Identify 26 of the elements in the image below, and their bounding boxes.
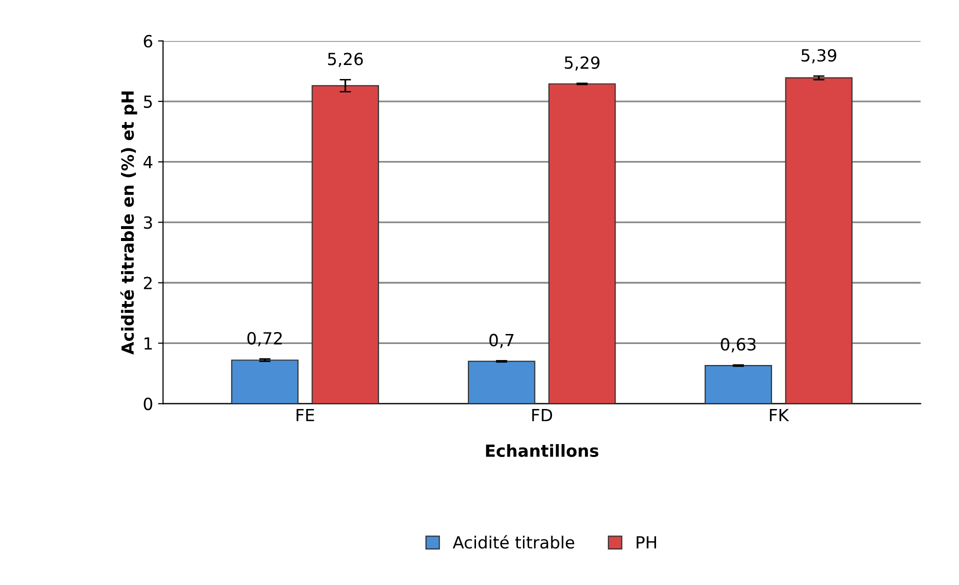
data-label: 5,26 xyxy=(328,52,363,67)
y-tick-label: 3 xyxy=(144,216,152,229)
bar xyxy=(704,365,772,404)
data-label: 0,7 xyxy=(489,334,514,348)
y-axis-title: Acidité titrable en (%) et pH xyxy=(120,91,138,355)
data-label: 5,29 xyxy=(564,56,600,71)
bar xyxy=(231,360,299,404)
x-tick-label: FE xyxy=(296,409,314,422)
x-tick-label: FD xyxy=(532,409,552,422)
y-tick-label: 1 xyxy=(144,337,152,350)
x-tick-label: FK xyxy=(770,409,790,422)
bar xyxy=(312,85,380,404)
legend-label: Acidité titrable xyxy=(452,535,574,549)
x-axis-title: Echantillons xyxy=(486,444,598,457)
y-tick-label: 2 xyxy=(144,276,152,290)
data-label: 0,72 xyxy=(247,332,282,346)
y-tick-label: 4 xyxy=(144,156,152,168)
bar xyxy=(548,83,616,404)
y-tick-label: 0 xyxy=(144,398,152,410)
bar xyxy=(468,360,536,404)
data-label: 5,39 xyxy=(802,49,836,64)
y-tick-label: 6 xyxy=(144,34,152,48)
legend-label: PH xyxy=(636,536,656,548)
y-tick-label: 5 xyxy=(144,96,152,108)
bar xyxy=(785,77,853,404)
data-label: 0,63 xyxy=(720,338,756,352)
